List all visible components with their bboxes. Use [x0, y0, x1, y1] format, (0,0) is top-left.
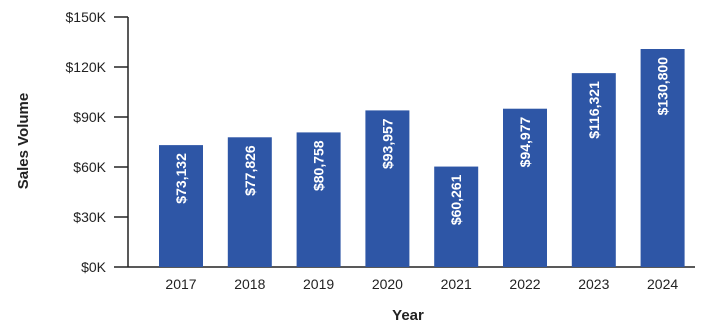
- bar-2019: [296, 132, 341, 267]
- y-axis-title: Sales Volume: [15, 93, 32, 189]
- x-tick-label-2019: 2019: [303, 276, 334, 292]
- bar-2022: [503, 108, 547, 267]
- x-axis-title: Year: [392, 307, 424, 324]
- bar-value-label-2021: $60,261: [448, 174, 464, 225]
- bar-value-label-2023: $116,321: [586, 81, 602, 139]
- bars-group: $73,132 $77,826 $80,758 $93,957 $60,261 $94,9…: [159, 49, 685, 267]
- x-tick-label-2022: 2022: [509, 276, 540, 292]
- y-tick-label: $90K: [73, 109, 106, 125]
- y-tick-label: $120K: [66, 59, 107, 75]
- bar-2024: [640, 49, 685, 267]
- bar-2023: [571, 73, 616, 267]
- x-axis: 2017 2018 2019 2020 2021 2022 2023 2024: [128, 266, 695, 292]
- x-tick-label-2020: 2020: [372, 276, 403, 292]
- x-tick-label-2024: 2024: [647, 276, 678, 292]
- x-tick-label-2021: 2021: [441, 276, 472, 292]
- bar-2021: [434, 166, 479, 267]
- bar-value-label-2019: $80,758: [311, 140, 327, 191]
- bar-2020: [365, 110, 410, 267]
- bar-2018: [227, 137, 272, 267]
- y-axis: $0K $30K $60K $90K $120K $150K: [66, 9, 129, 275]
- x-tick-label-2023: 2023: [578, 276, 609, 292]
- bar-value-label-2022: $94,977: [517, 116, 533, 167]
- y-tick-label: $150K: [66, 9, 107, 25]
- bar-value-label-2024: $130,800: [655, 57, 671, 116]
- y-tick-label: $0K: [81, 259, 107, 275]
- bar-value-label-2020: $93,957: [379, 118, 395, 169]
- bar-2017: [159, 145, 203, 267]
- bar-value-label-2017: $73,132: [173, 153, 189, 204]
- x-tick-label-2018: 2018: [234, 276, 265, 292]
- x-tick-label-2017: 2017: [165, 276, 196, 292]
- y-tick-label: $30K: [73, 209, 106, 225]
- bar-value-label-2018: $77,826: [242, 145, 258, 196]
- y-tick-label: $60K: [73, 159, 106, 175]
